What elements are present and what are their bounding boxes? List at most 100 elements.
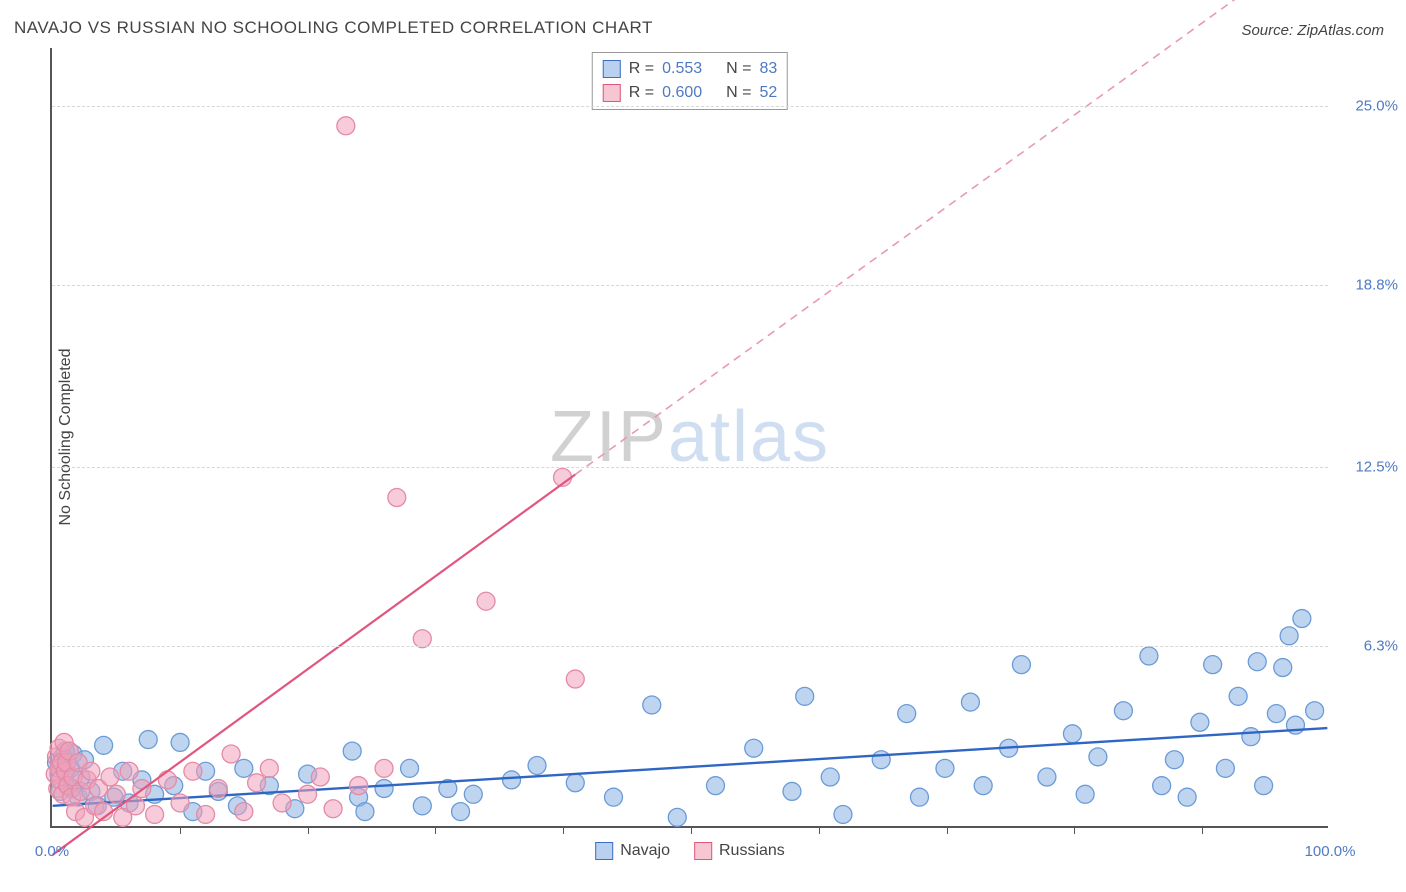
chart-svg <box>52 48 1328 826</box>
data-point <box>566 774 584 792</box>
data-point <box>464 785 482 803</box>
data-point <box>668 808 686 826</box>
data-point <box>107 785 125 803</box>
data-point <box>745 739 763 757</box>
legend-item-russians: Russians <box>694 842 785 860</box>
data-point <box>1140 647 1158 665</box>
data-point <box>343 742 361 760</box>
data-point <box>503 771 521 789</box>
data-point <box>1089 748 1107 766</box>
x-tick <box>947 826 948 834</box>
data-point <box>477 592 495 610</box>
plot-area: No Schooling Completed R = 0.553 N = 83 … <box>50 48 1328 828</box>
data-point <box>260 759 278 777</box>
data-point <box>1293 610 1311 628</box>
y-tick-label: 18.8% <box>1338 276 1398 293</box>
data-point <box>235 759 253 777</box>
data-point <box>1267 705 1285 723</box>
data-point <box>1255 777 1273 795</box>
legend-swatch-russians <box>694 842 712 860</box>
legend-label: Navajo <box>620 842 670 860</box>
y-tick-label: 6.3% <box>1338 638 1398 655</box>
x-tick <box>691 826 692 834</box>
data-point <box>1153 777 1171 795</box>
grid-line <box>52 106 1328 107</box>
data-point <box>872 751 890 769</box>
x-tick-label: 0.0% <box>35 843 69 860</box>
data-point <box>1280 627 1298 645</box>
data-point <box>1306 702 1324 720</box>
data-point <box>1242 728 1260 746</box>
data-point <box>95 736 113 754</box>
source-label: Source: ZipAtlas.com <box>1241 22 1384 39</box>
data-point <box>197 805 215 823</box>
data-point <box>158 771 176 789</box>
data-point <box>273 794 291 812</box>
data-point <box>401 759 419 777</box>
data-point <box>337 117 355 135</box>
data-point <box>388 489 406 507</box>
x-tick <box>819 826 820 834</box>
data-point <box>235 803 253 821</box>
data-point <box>1114 702 1132 720</box>
data-point <box>1229 687 1247 705</box>
data-point <box>375 780 393 798</box>
legend-series: Navajo Russians <box>595 842 785 860</box>
x-tick <box>1074 826 1075 834</box>
data-point <box>796 687 814 705</box>
legend-swatch-navajo <box>595 842 613 860</box>
data-point <box>910 788 928 806</box>
grid-line <box>52 646 1328 647</box>
x-tick <box>308 826 309 834</box>
data-point <box>605 788 623 806</box>
data-point <box>248 774 266 792</box>
data-point <box>146 805 164 823</box>
data-point <box>1012 656 1030 674</box>
data-point <box>1191 713 1209 731</box>
data-point <box>171 794 189 812</box>
x-tick <box>435 826 436 834</box>
data-point <box>171 733 189 751</box>
data-point <box>1063 725 1081 743</box>
data-point <box>898 705 916 723</box>
grid-line <box>52 285 1328 286</box>
data-point <box>299 785 317 803</box>
x-tick <box>563 826 564 834</box>
legend-label: Russians <box>719 842 785 860</box>
data-point <box>1204 656 1222 674</box>
data-point <box>222 745 240 763</box>
data-point <box>974 777 992 795</box>
chart-title: NAVAJO VS RUSSIAN NO SCHOOLING COMPLETED… <box>14 18 653 38</box>
y-tick-label: 12.5% <box>1338 458 1398 475</box>
data-point <box>566 670 584 688</box>
data-point <box>209 780 227 798</box>
data-point <box>324 800 342 818</box>
data-point <box>184 762 202 780</box>
trend-line-extrapolated <box>575 0 1327 474</box>
x-tick <box>1202 826 1203 834</box>
data-point <box>120 762 138 780</box>
data-point <box>528 757 546 775</box>
data-point <box>350 777 368 795</box>
data-point <box>1076 785 1094 803</box>
data-point <box>821 768 839 786</box>
x-tick <box>180 826 181 834</box>
data-point <box>643 696 661 714</box>
data-point <box>1178 788 1196 806</box>
data-point <box>1274 659 1292 677</box>
data-point <box>1165 751 1183 769</box>
data-point <box>375 759 393 777</box>
data-point <box>82 762 100 780</box>
y-tick-label: 25.0% <box>1338 97 1398 114</box>
data-point <box>356 803 374 821</box>
data-point <box>834 805 852 823</box>
data-point <box>101 768 119 786</box>
data-point <box>783 782 801 800</box>
data-point <box>452 803 470 821</box>
data-point <box>311 768 329 786</box>
legend-item-navajo: Navajo <box>595 842 670 860</box>
data-point <box>707 777 725 795</box>
x-tick-label: 100.0% <box>1305 843 1356 860</box>
grid-line <box>52 467 1328 468</box>
data-point <box>1216 759 1234 777</box>
